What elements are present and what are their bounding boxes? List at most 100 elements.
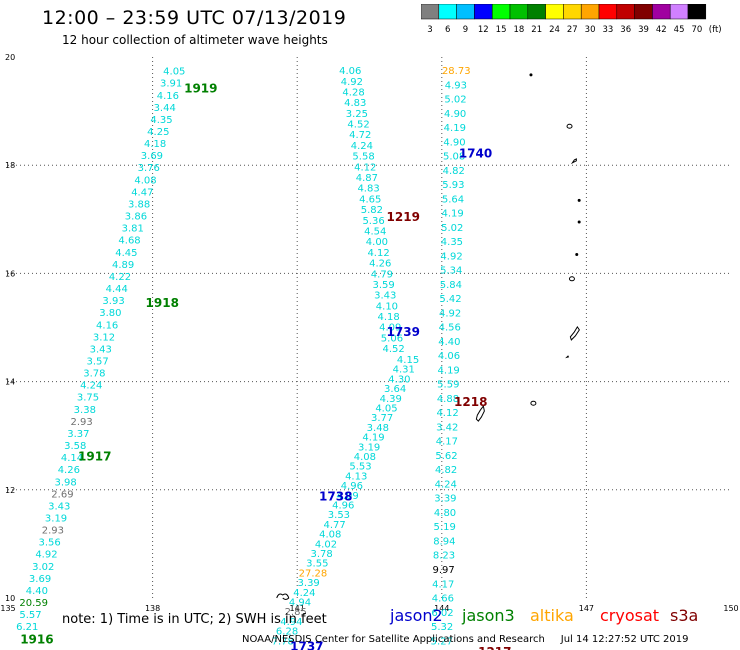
- swh-value: 4.45: [115, 248, 137, 259]
- swh-value: 4.68: [118, 236, 140, 247]
- swh-value: 4.92: [35, 550, 57, 561]
- swh-value: 4.08: [319, 530, 341, 541]
- swh-value: 4.90: [443, 137, 465, 148]
- pass-time-label: 1739: [387, 325, 420, 339]
- scale-label: 42: [656, 25, 667, 35]
- swh-value: 6.21: [16, 622, 38, 633]
- swh-value: 2.93: [42, 526, 64, 537]
- credit-text: NOAA/NESDIS Center for Satellite Applica…: [242, 634, 545, 645]
- island: [569, 325, 580, 341]
- swh-value: 3.80: [99, 308, 121, 319]
- swh-value: 5.82: [361, 205, 383, 216]
- swh-value: 4.06: [438, 351, 460, 362]
- footer-credit: NOAA/NESDIS Center for Satellite Applica…: [242, 634, 688, 645]
- swh-value: 3.43: [374, 291, 396, 302]
- swh-value: 4.83: [357, 184, 379, 195]
- swh-value: 4.22: [109, 272, 131, 283]
- swh-value: 4.77: [323, 520, 345, 531]
- swh-value: 4.05: [163, 67, 185, 78]
- swh-value: 4.54: [364, 226, 386, 237]
- swh-value: 4.40: [438, 337, 460, 348]
- pass-time-label: 1916: [20, 633, 53, 647]
- swh-value: 3.19: [358, 442, 380, 453]
- swh-value: 9.97: [432, 565, 454, 576]
- swh-value: 4.94: [280, 617, 302, 628]
- swh-value: 4.92: [341, 77, 363, 88]
- island: [566, 123, 573, 129]
- swh-value: 3.86: [125, 212, 147, 223]
- swh-value: 6.02: [431, 608, 453, 619]
- swh-value: 4.24: [80, 381, 102, 392]
- swh-value: 5.42: [439, 294, 461, 305]
- swh-value: 4.28: [342, 87, 364, 98]
- swh-value: 4.10: [376, 301, 398, 312]
- swh-value: 4.15: [397, 355, 419, 366]
- swh-value: 4.79: [371, 269, 393, 280]
- swh-value: 4.30: [388, 374, 410, 385]
- scale-unit: (ft): [709, 25, 722, 35]
- credit-timestamp: Jul 14 12:27:52 UTC 2019: [560, 634, 689, 645]
- scale-label: 12: [478, 25, 489, 35]
- swh-value: 4.92: [440, 251, 462, 262]
- swh-value: 5.59: [437, 380, 459, 391]
- swh-value: 3.69: [29, 574, 51, 585]
- swh-value: 4.26: [369, 259, 391, 270]
- swh-value: 3.59: [372, 280, 394, 291]
- lon-tick-label: 141: [290, 604, 305, 613]
- swh-value: 4.12: [436, 408, 458, 419]
- swh-value: 4.05: [375, 403, 397, 414]
- lat-tick-label: 18: [5, 161, 15, 170]
- swh-value: 4.19: [362, 433, 384, 444]
- lon-tick-label: 147: [579, 604, 594, 613]
- scale-label: 39: [638, 25, 649, 35]
- satellite-s3a: s3a: [670, 606, 699, 625]
- swh-value: 4.09: [336, 491, 358, 502]
- swh-value: 4.66: [432, 594, 454, 605]
- satellite-jason3: jason3: [462, 606, 515, 625]
- swh-value: 4.17: [436, 437, 458, 448]
- swh-value: 5.34: [440, 266, 462, 277]
- island-guam: [475, 404, 485, 422]
- swh-value: 4.19: [442, 209, 464, 220]
- swh-value: 4.14: [61, 453, 83, 464]
- swh-value: 3.53: [328, 510, 350, 521]
- swh-value: 3.56: [39, 538, 61, 549]
- swh-value: 4.44: [106, 284, 128, 295]
- island: [570, 158, 577, 165]
- scale-label: 30: [585, 25, 596, 35]
- swh-value: 4.12: [354, 162, 376, 173]
- swh-value: 4.13: [345, 471, 367, 482]
- swh-value: 4.96: [341, 481, 363, 492]
- scale-label: 21: [531, 25, 542, 35]
- swh-value: 3.81: [122, 224, 144, 235]
- swh-value: 4.52: [382, 344, 404, 355]
- swh-value: 7.78: [272, 636, 294, 647]
- swh-value: 3.75: [77, 393, 99, 404]
- swh-value: 4.06: [339, 66, 361, 77]
- swh-value: 3.98: [54, 477, 76, 488]
- island: [575, 252, 579, 256]
- swh-value: 2.69: [51, 489, 73, 500]
- swh-value: 4.00: [366, 237, 388, 248]
- island: [577, 198, 581, 202]
- swh-value: 5.93: [442, 180, 464, 191]
- swh-value: 5.02: [441, 223, 463, 234]
- scale-label: 70: [691, 25, 702, 35]
- lon-tick-label: 150: [723, 604, 738, 613]
- swh-value: 3.42: [436, 422, 458, 433]
- island-yap: [276, 593, 290, 600]
- swh-value: 4.24: [293, 588, 315, 599]
- swh-value: 5.84: [440, 280, 462, 291]
- swh-value: 4.08: [354, 452, 376, 463]
- swh-value: 4.12: [367, 248, 389, 259]
- swh-value: 3.38: [74, 405, 96, 416]
- swh-value: 4.39: [380, 394, 402, 405]
- swh-value: 8.94: [433, 536, 455, 547]
- swh-value: 4.09: [379, 323, 401, 334]
- swh-value: 4.82: [435, 465, 457, 476]
- swh-value: 3.76: [138, 163, 160, 174]
- swh-value: 3.58: [64, 441, 86, 452]
- swh-value: 3.12: [93, 332, 115, 343]
- lat-tick-label: 20: [5, 53, 15, 62]
